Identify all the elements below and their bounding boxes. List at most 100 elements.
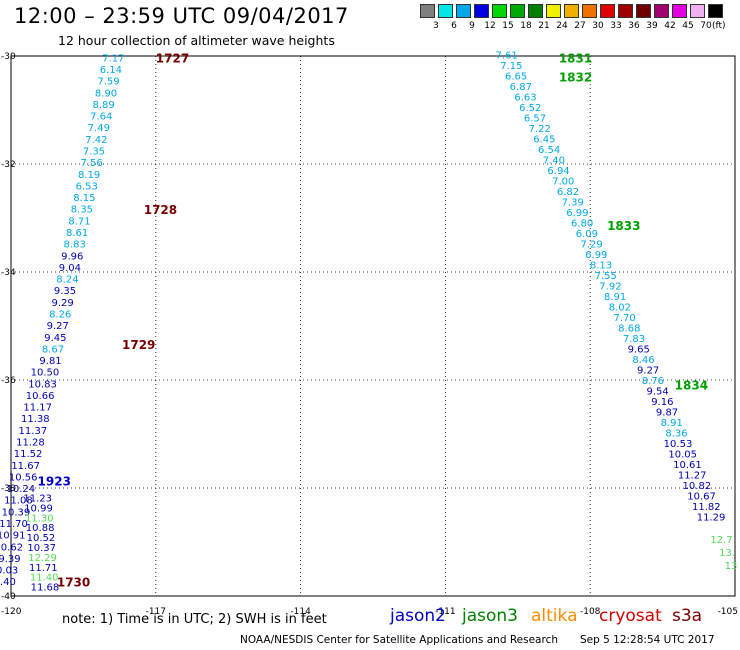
lon-tick-label: -114	[290, 607, 311, 617]
wave-height-label: 13.	[719, 548, 735, 559]
lat-tick-label: -36	[1, 376, 16, 386]
wave-height-label: 7.39	[562, 198, 584, 209]
wave-height-label: 7.49	[88, 123, 110, 134]
wave-height-label: 9.29	[51, 298, 73, 309]
lat-tick-label: -38	[1, 484, 16, 494]
wave-height-label: 11.27	[678, 470, 707, 481]
wave-height-label: 10.39	[2, 507, 31, 518]
wave-height-label: 11.08	[4, 496, 33, 507]
wave-height-label: 10.88	[26, 523, 55, 534]
lat-tick-label: -30	[1, 52, 16, 62]
wave-height-label: 11.17	[23, 403, 52, 414]
legend-swatch	[474, 4, 489, 18]
wave-height-label: 11.82	[692, 502, 721, 513]
map-frame	[10, 55, 736, 597]
wave-height-label: 10.66	[26, 391, 55, 402]
wave-height-label: 9.35	[54, 286, 76, 297]
wave-height-label: 11.70	[0, 519, 28, 530]
satellite-s3a-label: s3a	[672, 606, 703, 626]
units-note: note: 1) Time is in UTC; 2) SWH is in fe…	[62, 612, 327, 627]
wave-height-label: 7.29	[580, 240, 602, 251]
wave-height-label: 9.16	[651, 397, 673, 408]
wave-height-label: 9.87	[656, 407, 678, 418]
pass-time-label: 1833	[607, 219, 640, 233]
legend-swatch	[708, 4, 723, 18]
legend-swatch	[690, 4, 705, 18]
legend-label: 70	[700, 21, 712, 31]
wave-height-label: 8.90	[95, 88, 117, 99]
legend-label: 39	[646, 21, 658, 31]
wave-height-label: 6.80	[571, 219, 593, 230]
wave-height-label: 9.96	[61, 251, 83, 262]
wave-height-label: 6.09	[576, 229, 598, 240]
wave-height-label: 10.56	[9, 472, 38, 483]
legend-label: 30	[592, 21, 604, 31]
legend-label: 45	[682, 21, 694, 31]
wave-height-label: 9.27	[47, 321, 69, 332]
lat-tick-label: -40	[1, 592, 16, 602]
wave-height-label: 8.91	[661, 418, 683, 429]
legend-swatch	[438, 4, 453, 18]
wave-height-label: 7.35	[83, 147, 105, 158]
wave-height-label: 8.26	[49, 309, 71, 320]
wave-height-label: 9.27	[637, 365, 659, 376]
wave-height-label: 8.15	[73, 193, 95, 204]
lon-tick-label: -120	[1, 607, 22, 617]
wave-height-label: 8.89	[93, 100, 115, 111]
wave-height-label: 10.91	[0, 531, 25, 542]
west-track-inner: 11.2310.9911.3010.8810.5210.3712.2911.71…	[23, 494, 59, 594]
legend-label: 15	[502, 21, 514, 31]
wave-height-label: 8.91	[604, 292, 626, 303]
legend-swatch	[654, 4, 669, 18]
wave-height-label: 6.99	[566, 208, 588, 219]
pass-time-label: 1834	[675, 378, 708, 392]
lat-tick-label: -32	[1, 160, 16, 170]
wave-height-label: 12.7	[710, 535, 732, 546]
legend-swatch	[672, 4, 687, 18]
wave-height-label: 8.68	[618, 324, 640, 335]
wave-height-label: 8.24	[56, 275, 78, 286]
wave-height-label: 9.45	[44, 333, 66, 344]
pass-time-label: 1727	[156, 52, 189, 66]
wave-height-label: 7.42	[85, 135, 107, 146]
wave-height-label: 9.54	[646, 386, 668, 397]
wave-height-label: 9.81	[39, 356, 61, 367]
pass-time-label: 1730	[57, 576, 90, 590]
wave-height-label: 6.45	[533, 135, 555, 146]
pass-time-label: 1729	[122, 338, 155, 352]
legend-label: 3	[433, 21, 439, 31]
wave-height-label: 11.30	[25, 513, 54, 524]
satellite-tracks: 7.176.147.598.908.897.647.497.427.357.56…	[0, 51, 737, 594]
wave-height-label: 10.62	[0, 542, 23, 553]
wave-height-label: 10.37	[27, 543, 56, 554]
pass-time-label: 1728	[144, 203, 177, 217]
axis-tick-labels: -120 -117 -114 -111 -108 -105 -30 -32 -34 -36 -38 -…	[1, 52, 738, 617]
wave-height-label: 11.67	[11, 461, 40, 472]
wave-height-label: 9.39	[0, 554, 21, 565]
east-track-tail: 12.7 13. 13	[710, 535, 737, 572]
wave-height-label: 8.46	[632, 355, 654, 366]
legend-swatch	[546, 4, 561, 18]
wave-height-label: 6.63	[514, 93, 536, 104]
wave-height-label: 11.29	[697, 512, 726, 523]
wave-height-label: 7.22	[529, 124, 551, 135]
wave-height-label: 8.35	[71, 205, 93, 216]
pass-time-label: 1923	[38, 475, 71, 489]
legend-label: 24	[556, 21, 568, 31]
wave-height-label: 6.65	[505, 72, 527, 83]
wave-height-label: 8.76	[642, 376, 664, 387]
wave-height-label: 7.92	[599, 282, 621, 293]
legend-label: 27	[574, 21, 586, 31]
lon-tick-label: -111	[435, 607, 455, 617]
legend-swatch	[636, 4, 651, 18]
wave-height-label: 10.24	[6, 484, 35, 495]
lon-tick-label: -117	[146, 607, 166, 617]
wave-height-label: 8.67	[42, 344, 64, 355]
wave-height-label: 6.54	[538, 145, 560, 156]
wave-height-label: 10.82	[683, 481, 712, 492]
legend-swatch	[618, 4, 633, 18]
wave-height-label: 10.99	[24, 503, 53, 514]
legend-unit: (ft)	[712, 21, 726, 31]
wave-height-label: 9.04	[59, 263, 81, 274]
